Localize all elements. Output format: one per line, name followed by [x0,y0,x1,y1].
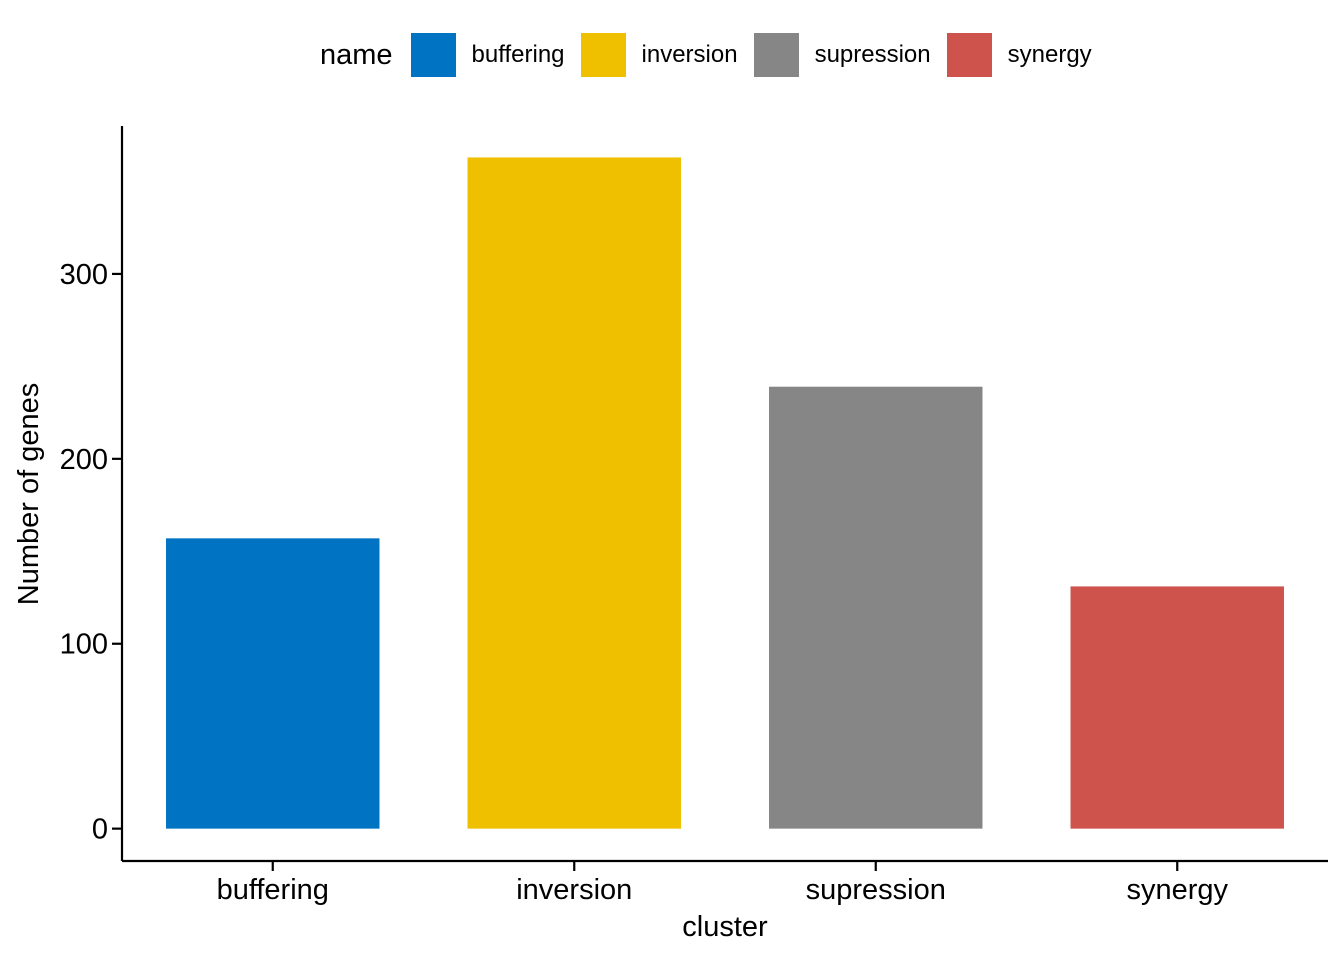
x-axis-label: cluster [682,911,768,943]
y-axis-ticks: 0 100 200 300 [60,259,122,846]
legend-key-supression [753,33,799,77]
legend-item-buffering: buffering [410,33,565,77]
y-tick-label-300: 300 [60,259,108,291]
y-tick-label-100: 100 [60,629,108,661]
legend-item-supression: supression [753,33,931,77]
bar-synergy [1070,586,1284,829]
bar-inversion [467,157,681,829]
x-tick-label-inversion: inversion [516,874,632,906]
legend-label-inversion: inversion [641,41,738,68]
y-axis-label: Number of genes [13,383,45,605]
bars-group [166,157,1284,829]
legend-label-synergy: synergy [1007,41,1092,68]
y-tick-label-0: 0 [92,814,108,846]
y-tick-label-200: 200 [60,444,108,476]
legend-item-synergy: synergy [946,33,1092,77]
legend-label-supression: supression [814,41,931,68]
bar-buffering [166,538,380,829]
legend-title: name [320,38,393,71]
legend: name buffering inversion supression syne… [320,32,1108,78]
x-axis-ticks: buffering inversion supression synergy [217,861,1229,906]
x-tick-label-synergy: synergy [1126,874,1228,906]
legend-key-synergy [946,33,992,77]
x-tick-label-buffering: buffering [217,874,329,906]
bar-supression [769,386,983,829]
legend-label-buffering: buffering [471,41,565,68]
legend-key-inversion [580,33,626,77]
legend-item-inversion: inversion [580,33,738,77]
legend-key-buffering [410,33,456,77]
x-tick-label-supression: supression [806,874,946,906]
